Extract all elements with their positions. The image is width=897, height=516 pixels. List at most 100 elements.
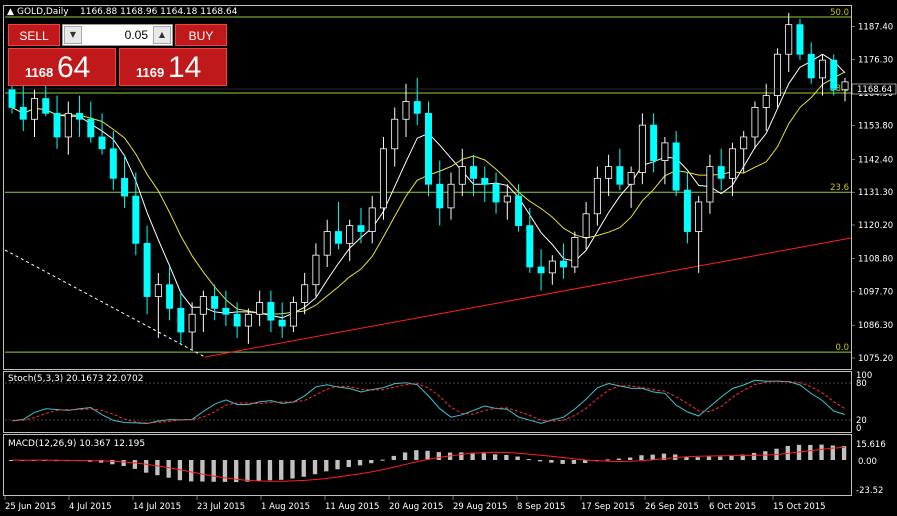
sell-price-quote[interactable]: 1168 64 bbox=[8, 48, 116, 86]
buy-price-small: 1169 bbox=[136, 65, 165, 80]
macd-bar bbox=[200, 460, 205, 482]
current-price-marker bbox=[851, 83, 897, 95]
date-tick-label: 29 Aug 2015 bbox=[453, 502, 507, 512]
candle-body bbox=[830, 59, 838, 91]
candle-body bbox=[244, 313, 252, 327]
date-tick-label: 15 Oct 2015 bbox=[773, 502, 826, 512]
candle-body bbox=[638, 124, 646, 173]
macd-label: MACD(12,26,9) 10.367 12.195 bbox=[8, 439, 145, 449]
candle-body bbox=[143, 242, 151, 297]
candle-body bbox=[87, 118, 95, 138]
macd-bar bbox=[189, 460, 194, 482]
candle-body bbox=[728, 148, 736, 179]
macd-bar bbox=[718, 456, 723, 460]
price-tick-label: 1075.20 bbox=[858, 354, 893, 364]
macd-bar bbox=[605, 459, 610, 461]
candle-body bbox=[785, 24, 793, 55]
macd-bar bbox=[256, 460, 261, 481]
macd-bar bbox=[515, 456, 520, 460]
candle-body bbox=[796, 24, 804, 55]
macd-bar bbox=[549, 460, 554, 463]
support-trendline[interactable] bbox=[204, 237, 852, 358]
macd-bar bbox=[571, 460, 577, 464]
candle-body bbox=[19, 107, 27, 120]
macd-bar bbox=[357, 460, 363, 466]
price-tick-label: 1131.30 bbox=[858, 188, 893, 198]
macd-bar bbox=[234, 460, 239, 483]
lot-size-stepper: ▼ ▲ bbox=[62, 24, 173, 46]
lot-increase-icon[interactable]: ▲ bbox=[153, 26, 171, 44]
candle-body bbox=[301, 284, 309, 303]
fib-level-label: 23.6 bbox=[830, 183, 849, 193]
stoch-label: Stoch(5,3,3) 20.1673 22.0702 bbox=[8, 374, 143, 384]
macd-bar bbox=[132, 460, 138, 469]
macd-tick-zero: 0.00 bbox=[858, 457, 877, 467]
macd-bar bbox=[684, 456, 689, 460]
candle-body bbox=[515, 195, 523, 227]
candle-body bbox=[773, 53, 781, 97]
sell-price-big: 64 bbox=[57, 51, 91, 84]
candle-body bbox=[334, 231, 342, 244]
candle-body bbox=[571, 237, 579, 268]
stoch-tick-100: 100 bbox=[856, 371, 872, 381]
candle-body bbox=[492, 183, 500, 203]
candle-body bbox=[289, 302, 297, 327]
macd-bar bbox=[267, 460, 273, 481]
macd-tick-high: 15.616 bbox=[856, 440, 886, 450]
candle-body bbox=[695, 201, 703, 232]
candle-body bbox=[8, 89, 16, 108]
date-tick-label: 23 Jul 2015 bbox=[197, 502, 245, 512]
candle-body bbox=[661, 142, 669, 162]
macd-bar bbox=[560, 460, 565, 464]
macd-bars bbox=[8, 444, 847, 483]
ohlc-label: 1166.88 1168.96 1164.18 1168.64 bbox=[80, 7, 238, 17]
candle-body bbox=[841, 81, 849, 91]
candle-body bbox=[605, 166, 613, 179]
dashed-trendline[interactable] bbox=[4, 249, 206, 358]
candle-body bbox=[425, 112, 432, 185]
date-tick-label: 4 Jul 2015 bbox=[69, 502, 112, 512]
price-tick-label: 1187.40 bbox=[858, 22, 893, 32]
candle-body bbox=[98, 136, 106, 150]
candle-body bbox=[616, 166, 624, 185]
lot-size-input[interactable] bbox=[85, 25, 150, 45]
candle-body bbox=[447, 183, 455, 209]
lot-decrease-icon[interactable]: ▼ bbox=[64, 26, 82, 44]
macd-bar bbox=[650, 454, 655, 460]
header-arrow-icon[interactable]: ▲ bbox=[7, 7, 14, 17]
macd-bar bbox=[695, 457, 700, 460]
macd-bar bbox=[279, 460, 284, 480]
macd-bar bbox=[110, 460, 115, 465]
candle-body bbox=[470, 166, 478, 179]
candle-body bbox=[53, 112, 61, 138]
date-tick-label: 8 Sep 2015 bbox=[517, 502, 565, 512]
price-axis: 1187.401176.301164.901153.801142.401131.… bbox=[851, 22, 893, 364]
sell-button[interactable]: SELL bbox=[8, 24, 60, 46]
candle-body bbox=[672, 142, 680, 191]
buy-price-quote[interactable]: 1169 14 bbox=[119, 48, 227, 86]
macd-bar bbox=[166, 460, 171, 478]
macd-bar bbox=[830, 445, 835, 460]
macd-bar bbox=[537, 460, 543, 462]
buy-button[interactable]: BUY bbox=[175, 24, 227, 46]
macd-signal-line bbox=[11, 446, 846, 482]
stoch-tick-0: 0 bbox=[856, 424, 861, 434]
one-click-trading-panel: SELL ▼ ▲ BUY 1168 64 1169 14 bbox=[8, 24, 227, 86]
candle-body bbox=[627, 172, 635, 185]
symbol-label: GOLD,Daily bbox=[17, 7, 69, 17]
date-tick-label: 6 Oct 2015 bbox=[709, 502, 756, 512]
date-tick-label: 1 Aug 2015 bbox=[261, 502, 310, 512]
date-tick-label: 11 Aug 2015 bbox=[325, 502, 379, 512]
candle-body bbox=[650, 124, 658, 162]
fib-level-label: 50.0 bbox=[830, 8, 849, 18]
macd-bar bbox=[222, 460, 228, 482]
trendlines[interactable] bbox=[4, 237, 852, 358]
price-tick-label: 1097.70 bbox=[858, 288, 893, 298]
candle-body bbox=[222, 307, 230, 315]
price-tick-label: 1086.30 bbox=[858, 321, 893, 331]
candle-body bbox=[154, 284, 162, 297]
candle-body bbox=[199, 296, 207, 315]
candle-body bbox=[402, 101, 410, 120]
stoch-signal-line bbox=[11, 380, 846, 424]
